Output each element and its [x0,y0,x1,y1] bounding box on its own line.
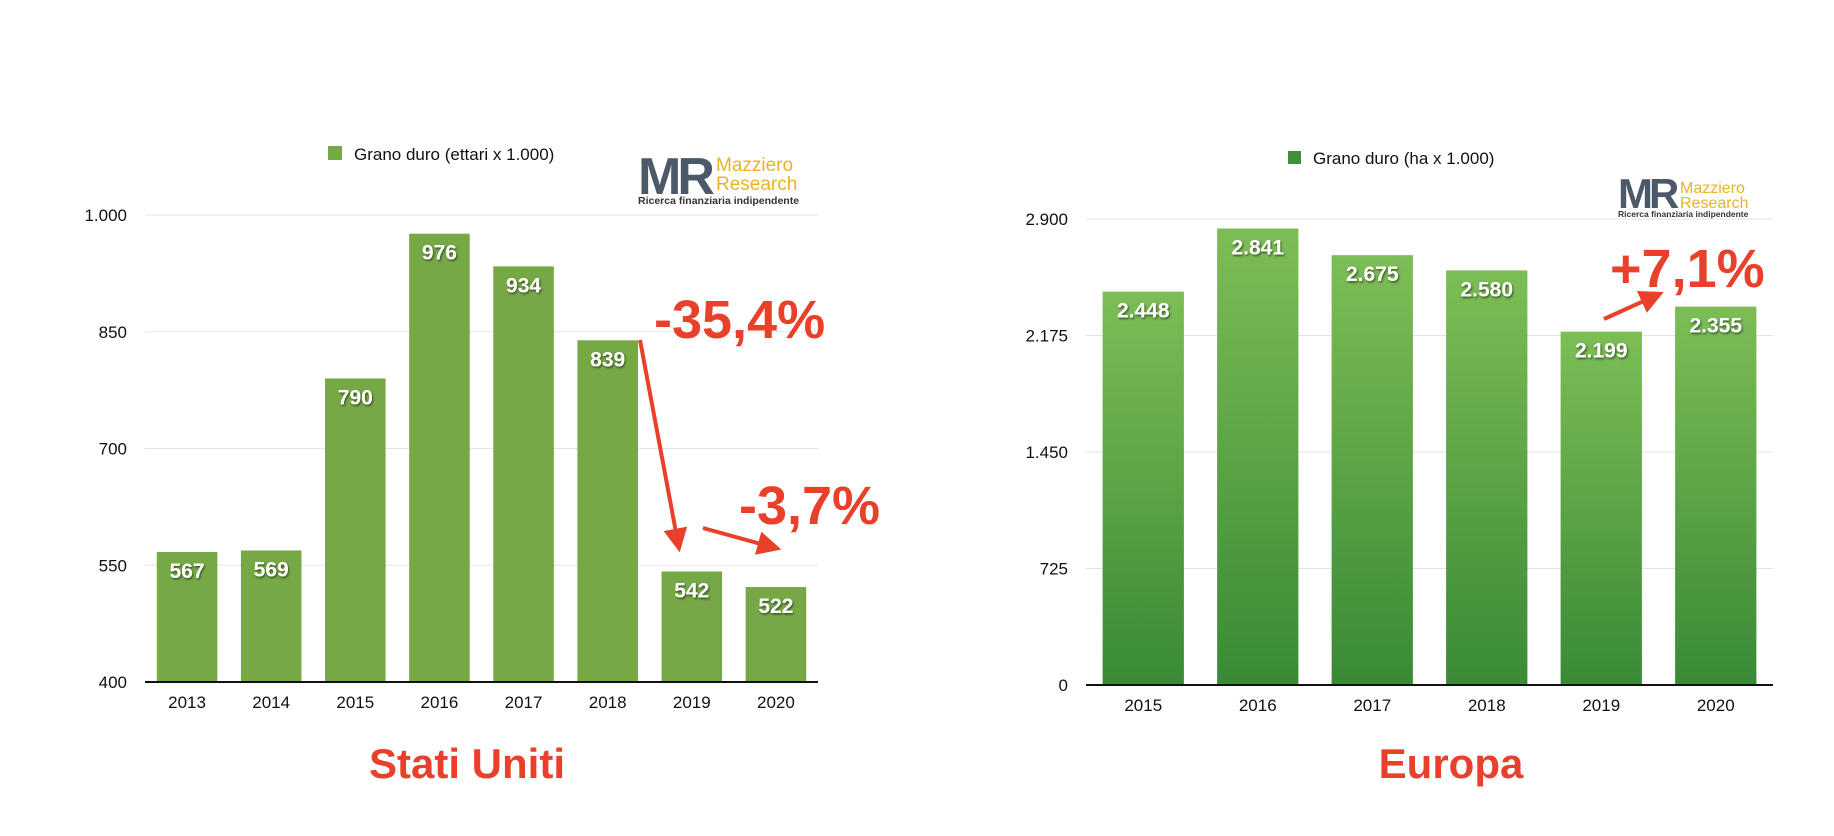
us-arrow-main [638,339,688,553]
us-annotation-secondary: -3,7% [739,476,880,536]
us-x-tick-label: 2014 [252,693,290,712]
europe-arrow [1603,290,1664,321]
us-arrow-secondary [702,526,782,555]
us-data-label: 790 [338,386,373,409]
us-y-tick-label: 700 [99,440,127,459]
us-bar [577,340,638,682]
europe-bars [1102,228,1757,686]
europe-bar [1217,228,1299,685]
us-logo-mark: MR [638,148,714,206]
us-bars [156,233,807,682]
europe-x-axis-ticks: 2015 2016 2017 2018 2019 2020 [1124,696,1734,715]
europe-y-axis-ticks: 0 725 1.450 2.175 2.900 [1025,210,1068,695]
us-y-tick-label: 400 [99,673,127,692]
europe-gridlines [1086,218,1773,569]
us-data-label: 839 [590,348,625,371]
us-annotation-main: -35,4% [654,290,825,350]
us-bar [156,552,218,682]
us-logo: MR Mazziero Research Ricerca finanziaria… [638,148,799,207]
europe-y-tick-label: 725 [1040,560,1068,579]
europe-bar [1560,331,1642,685]
us-x-tick-label: 2016 [421,693,459,712]
us-data-label: 542 [674,579,709,602]
us-bar [661,571,723,682]
europe-data-label: 2.580 [1460,278,1513,301]
us-x-tick-label: 2020 [757,693,795,712]
us-data-label: 976 [422,242,457,265]
europe-y-tick-label: 1.450 [1025,443,1068,462]
europe-x-tick-label: 2017 [1353,696,1391,715]
europe-data-label: 2.841 [1231,236,1284,259]
us-x-tick-label: 2013 [168,693,206,712]
us-x-tick-label: 2017 [505,693,543,712]
europe-bar [1102,291,1184,685]
us-data-label: 567 [170,560,205,583]
us-y-axis-ticks: 400 550 700 850 1.000 [84,206,127,692]
europe-bar [1446,270,1528,685]
europe-bar [1675,306,1757,685]
us-y-tick-label: 1.000 [84,206,127,225]
europe-y-tick-label: 0 [1059,676,1068,695]
us-bar [325,378,386,682]
us-y-tick-label: 550 [99,556,127,575]
europe-logo-tagline: Ricerca finanziaria indipendente [1618,209,1749,219]
europe-data-label: 2.675 [1346,263,1399,286]
us-legend-label: Grano duro (ettari x 1.000) [354,145,554,164]
us-bar [745,587,807,682]
us-x-tick-label: 2015 [336,693,374,712]
us-x-axis-ticks: 2013 2014 2015 2016 2017 2018 2019 2020 [168,693,795,712]
us-bar [493,266,554,682]
us-logo-tagline: Ricerca finanziaria indipendente [638,195,799,207]
europe-y-tick-label: 2.175 [1025,327,1068,346]
us-legend: Grano duro (ettari x 1.000) [328,145,554,164]
europe-annotation: +7,1% [1610,239,1765,299]
europe-legend-swatch [1288,151,1301,164]
europe-legend: Grano duro (ha x 1.000) [1288,149,1494,168]
europe-chart: 0 725 1.450 2.175 2.900 2015 2016 2017 2018 2019… [1025,149,1773,787]
us-logo-name-line1: Mazziero [716,155,793,176]
us-x-tick-label: 2018 [589,693,627,712]
europe-y-tick-label: 2.900 [1025,210,1068,229]
us-caption: Stati Uniti [369,740,565,787]
europe-data-labels: 2.448 2.841 2.675 2.580 2.199 2.355 [1117,236,1742,362]
europe-bar [1331,255,1413,686]
europe-legend-label: Grano duro (ha x 1.000) [1313,149,1494,168]
europe-data-label: 2.448 [1117,300,1170,323]
europe-data-label: 2.199 [1575,340,1628,363]
us-bar [240,550,302,682]
europe-logo-name-line2: Research [1680,195,1748,212]
us-bar [409,233,470,682]
europe-logo-mark: MR [1618,170,1679,217]
europe-x-tick-label: 2020 [1697,696,1735,715]
europe-logo: MR Mazziero Research Ricerca finanziaria… [1618,170,1749,219]
europe-x-tick-label: 2015 [1124,696,1162,715]
us-data-labels: 567 569 790 976 934 839 542 522 [170,242,794,618]
europe-x-tick-label: 2016 [1239,696,1277,715]
us-y-tick-label: 850 [99,323,127,342]
us-gridlines [145,214,818,566]
europe-x-tick-label: 2018 [1468,696,1506,715]
europe-caption: Europa [1379,740,1524,787]
europe-data-label: 2.355 [1689,315,1742,338]
us-data-label: 522 [758,595,793,618]
europe-logo-name-line1: Mazziero [1680,180,1745,197]
us-logo-name-line2: Research [716,174,797,195]
europe-x-tick-label: 2019 [1582,696,1620,715]
us-data-label: 934 [506,274,541,297]
us-data-label: 569 [254,558,289,581]
us-legend-swatch [328,146,342,160]
us-x-tick-label: 2019 [673,693,711,712]
